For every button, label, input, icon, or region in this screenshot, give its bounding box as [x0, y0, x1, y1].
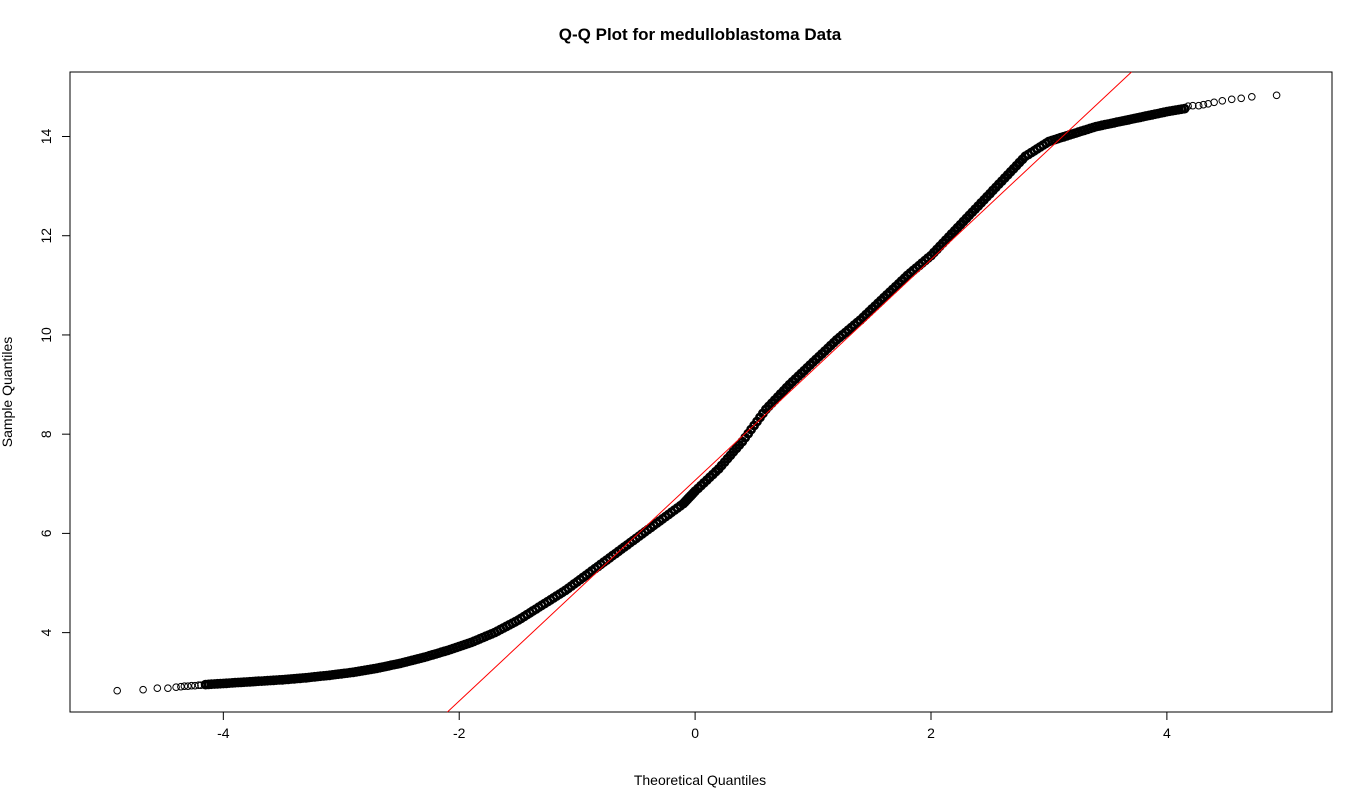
y-tick-label: 6 [38, 529, 54, 537]
sample-point [1184, 102, 1192, 110]
sample-point [187, 681, 196, 690]
y-tick-label: 10 [38, 327, 54, 343]
sample-point [191, 681, 199, 690]
y-tick-label: 14 [38, 128, 54, 144]
x-tick-label: -4 [217, 725, 230, 741]
sample-point [1227, 95, 1236, 104]
sample-point [197, 681, 205, 690]
qq-reference-line [447, 71, 1132, 713]
y-tick-label: 12 [38, 228, 54, 244]
x-tick-label: 4 [1163, 725, 1171, 741]
sample-point [1218, 97, 1227, 105]
sample-point [1199, 100, 1208, 109]
y-tick-label: 8 [38, 430, 54, 438]
sample-point [1210, 98, 1218, 107]
sample-point [180, 682, 189, 691]
sample-point [184, 682, 192, 691]
x-axis: -4 -2 0 2 4 [217, 711, 1171, 741]
sample-point [139, 685, 147, 694]
sample-point [1189, 101, 1197, 110]
y-tick-label: 4 [38, 629, 54, 637]
sample-point [153, 684, 162, 693]
sample-point [1237, 94, 1245, 103]
sample-points [113, 91, 1281, 695]
x-tick-label: -2 [453, 725, 466, 741]
plot-frame [69, 71, 1333, 713]
y-axis-label: Sample Quantiles [0, 337, 15, 448]
chart-title: Q-Q Plot for medulloblastoma Data [559, 25, 842, 44]
sample-point [1272, 91, 1281, 100]
sample-point [164, 684, 172, 693]
reference-line-group [447, 71, 1132, 713]
sample-point [1194, 101, 1203, 110]
sample-point [194, 681, 203, 690]
x-axis-label: Theoretical Quantiles [634, 772, 766, 788]
sample-point [1248, 93, 1256, 101]
y-axis: 4 6 8 10 12 14 [38, 128, 71, 637]
x-tick-label: 0 [691, 725, 699, 741]
sample-point [172, 683, 180, 692]
sample-point [113, 686, 121, 695]
x-tick-label: 2 [927, 725, 935, 741]
